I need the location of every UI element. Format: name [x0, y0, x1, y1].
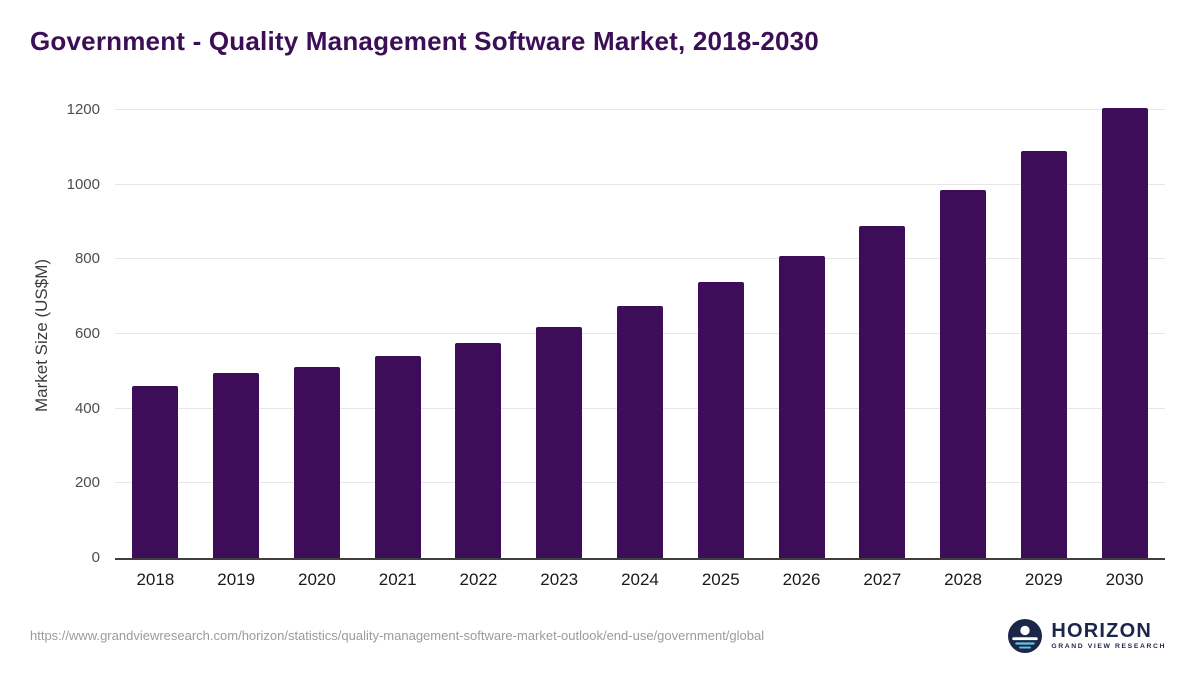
- y-tick-label: 1000: [66, 175, 100, 193]
- x-tick-label: 2021: [378, 570, 417, 589]
- bar-2023[interactable]: [536, 326, 583, 558]
- chart-title: Government - Quality Management Software…: [30, 26, 819, 56]
- x-tick-label: 2020: [298, 570, 336, 589]
- bar-slot: 2023: [519, 110, 600, 589]
- bar-2025[interactable]: [697, 281, 744, 558]
- x-tick-label: 2025: [701, 570, 740, 589]
- bar-2018[interactable]: [132, 386, 179, 558]
- x-tick-label: 2029: [1024, 570, 1063, 589]
- bar-slot: 2024: [600, 110, 681, 589]
- x-tick-label: 2030: [1105, 570, 1144, 589]
- y-tick-label: 0: [91, 549, 100, 566]
- x-tick-label: 2027: [863, 570, 902, 589]
- x-tick-label: 2023: [540, 570, 579, 589]
- bar-2022[interactable]: [455, 343, 502, 558]
- bar-2027[interactable]: [859, 225, 906, 558]
- bar-slot: 2029: [1003, 110, 1084, 589]
- bar-slot: 2021: [357, 110, 438, 589]
- x-tick-label: 2019: [217, 570, 256, 589]
- horizon-logo-icon: [1008, 619, 1043, 653]
- bar-slot: 2027: [842, 110, 923, 589]
- bar-slot: 2018: [115, 110, 196, 589]
- bar-2019[interactable]: [213, 373, 260, 558]
- x-tick-label: 2026: [782, 570, 821, 589]
- y-tick-label: 400: [74, 399, 100, 417]
- horizon-logo: HORIZON GRAND VIEW RESEARCH: [1008, 619, 1166, 653]
- x-tick-label: 2028: [944, 570, 982, 589]
- bar-slot: 2020: [277, 110, 358, 589]
- bar-2026[interactable]: [778, 255, 825, 558]
- bar-slot: 2022: [438, 110, 519, 589]
- bar-slot: 2026: [761, 110, 842, 589]
- x-tick-label: 2022: [459, 570, 498, 589]
- gridline: [115, 183, 1165, 185]
- plot-area: 0 200 400 600 800 1000 1200 2018 2019 2020 2021 202…: [67, 101, 1165, 589]
- bar-2020[interactable]: [293, 366, 340, 558]
- y-tick-label: 800: [74, 250, 100, 268]
- bar-slot: 2019: [196, 110, 277, 589]
- y-tick-label: 600: [74, 325, 100, 342]
- bar-2021[interactable]: [374, 356, 421, 558]
- logo-text-block: HORIZON GRAND VIEW RESEARCH: [1051, 621, 1166, 651]
- bar-2029[interactable]: [1020, 151, 1067, 558]
- gridline: [115, 109, 1165, 110]
- x-tick-label: 2018: [136, 570, 175, 589]
- bar-2028[interactable]: [940, 190, 987, 558]
- logo-name: HORIZON: [1051, 620, 1152, 643]
- bar-slot: 2030: [1084, 108, 1165, 589]
- y-tick-label: 1200: [66, 101, 100, 118]
- bar-slot: 2028: [923, 110, 1004, 589]
- bar-2030[interactable]: [1101, 108, 1148, 558]
- bar-2024[interactable]: [616, 306, 663, 558]
- bar-slot: 2025: [680, 110, 761, 589]
- logo-subtitle: GRAND VIEW RESEARCH: [1051, 643, 1166, 651]
- bars-row: 2018 2019 2020 2021 2022 2023 2024 2025 2026 2027…: [115, 108, 1165, 589]
- y-tick-label: 200: [74, 474, 100, 492]
- gridline: [115, 258, 1165, 260]
- source-url: https://www.grandviewresearch.com/horizo…: [30, 628, 765, 643]
- x-tick-label: 2024: [621, 570, 659, 589]
